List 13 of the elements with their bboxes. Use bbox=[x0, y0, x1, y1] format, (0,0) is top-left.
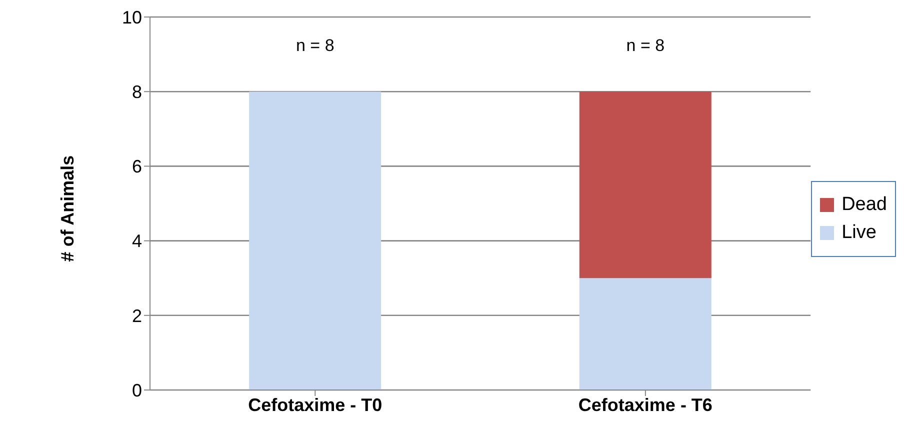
y-axis-title: # of Animals bbox=[58, 154, 78, 264]
annotation: n = 8 bbox=[296, 36, 334, 56]
y-tick-label: 2 bbox=[132, 306, 142, 326]
y-tick-label: 8 bbox=[132, 82, 142, 102]
y-tick-label: 0 bbox=[132, 380, 142, 400]
y-tick-label: 4 bbox=[132, 231, 142, 252]
y-tick-label: 6 bbox=[132, 156, 142, 177]
legend-label: Live bbox=[840, 222, 878, 244]
annotation: n = 8 bbox=[626, 36, 665, 56]
x-tick-label: Cefotaxime - T0 bbox=[248, 394, 382, 415]
x-tick-label: Cefotaxime - T6 bbox=[578, 394, 712, 415]
legend-label: Dead bbox=[840, 194, 887, 216]
y-tick-label: 10 bbox=[122, 7, 142, 28]
